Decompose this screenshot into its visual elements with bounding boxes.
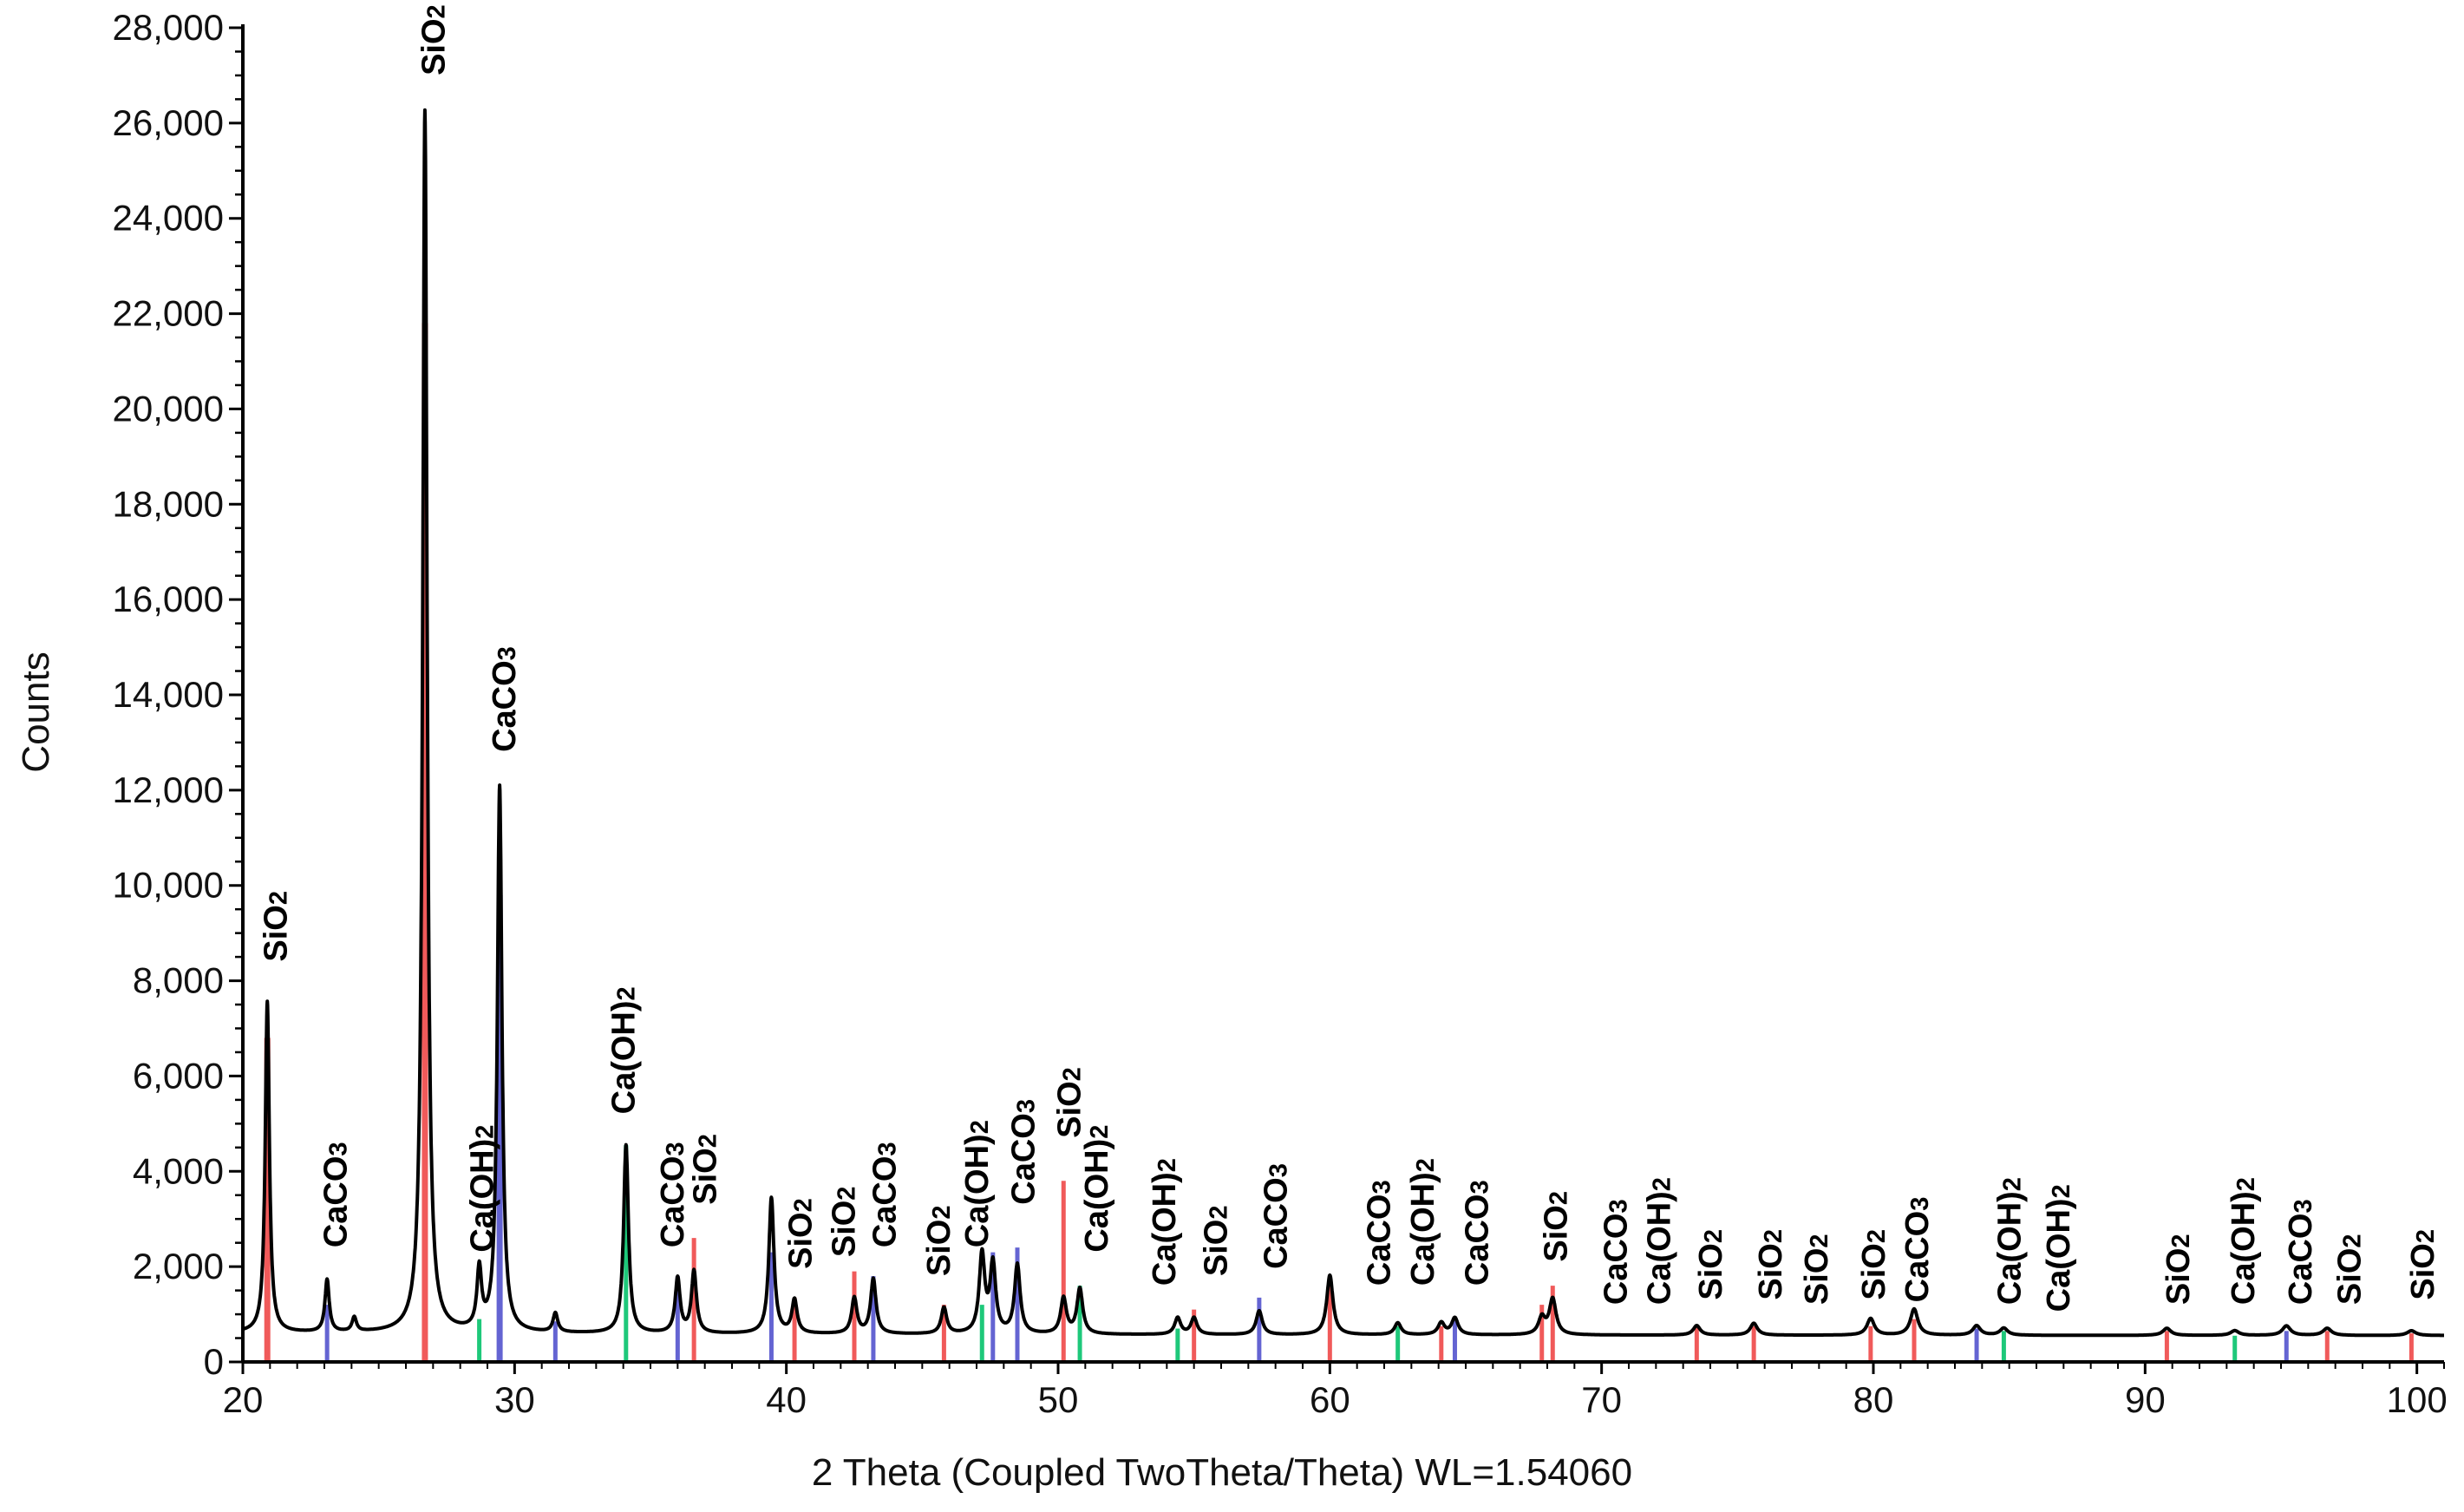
phase-label: CaCO3	[1460, 1180, 1496, 1286]
phase-label: SiO2	[1199, 1206, 1235, 1277]
y-tick-label: 0	[204, 1341, 224, 1382]
phase-label: SiO2	[1856, 1229, 1892, 1300]
phase-label: CaCO3	[1899, 1197, 1936, 1303]
phase-label: Ca(OH)2	[606, 986, 643, 1114]
phase-label: Ca(OH)2	[2225, 1177, 2262, 1305]
peak-labels: SiO2CaCO3SiO2Ca(OH)2CaCO3Ca(OH)2CaCO3SiO…	[258, 4, 2441, 1312]
x-tick-label: 20	[223, 1379, 264, 1420]
phase-label: SiO2	[1693, 1229, 1729, 1300]
phase-label: CaCO3	[1362, 1180, 1398, 1286]
phase-label: CaCO3	[2283, 1199, 2319, 1305]
phase-label: CaCO3	[655, 1142, 691, 1247]
x-tick-label: 100	[2387, 1379, 2448, 1420]
phase-label: SiO2	[2331, 1234, 2368, 1305]
phase-label: Ca(OH)2	[1405, 1158, 1441, 1286]
phase-label: SiO2	[1753, 1229, 1789, 1300]
y-tick-label: 12,000	[113, 769, 224, 810]
phase-label: Ca(OH)2	[1641, 1177, 1677, 1305]
y-tick-label: 24,000	[113, 198, 224, 239]
phase-label: Ca(OH)2	[1147, 1158, 1183, 1286]
y-tick-label: 6,000	[133, 1055, 224, 1096]
reference-sticks	[264, 323, 2414, 1362]
y-tick-label: 14,000	[113, 674, 224, 715]
phase-label: SiO2	[688, 1134, 724, 1205]
phase-label: Ca(OH)2	[959, 1120, 996, 1247]
y-tick-label: 20,000	[113, 388, 224, 429]
x-tick-label: 90	[2125, 1379, 2166, 1420]
y-tick-label: 2,000	[133, 1246, 224, 1286]
phase-label: CaCO3	[487, 646, 523, 752]
phase-label: Ca(OH)2	[1992, 1177, 2029, 1305]
measured-pattern-line	[241, 108, 2446, 1338]
phase-label: SiO2	[1538, 1191, 1574, 1262]
axes: 0 2,000 4,000 6,000 8,000 10,000 12,000 14,000 1…	[113, 7, 2448, 1420]
phase-label: CaCO3	[318, 1142, 355, 1247]
y-tick-label: 4,000	[133, 1150, 224, 1191]
x-tick-label: 50	[1038, 1379, 1079, 1420]
phase-label: SiO2	[826, 1187, 862, 1258]
y-tick-label: 18,000	[113, 483, 224, 524]
phase-label: Ca(OH)2	[2041, 1184, 2077, 1312]
phase-label: SiO2	[2405, 1229, 2441, 1300]
phase-label: SiO2	[2160, 1234, 2197, 1305]
x-axis-title: 2 Theta (Coupled TwoTheta/Theta) WL=1.54…	[812, 1451, 1632, 1494]
phase-label: CaCO3	[866, 1142, 903, 1247]
phase-label: CaCO3	[1258, 1163, 1295, 1269]
phase-label: SiO2	[415, 4, 452, 75]
phase-label: SiO2	[1799, 1234, 1835, 1305]
phase-label: Ca(OH)2	[1079, 1125, 1115, 1253]
y-tick-label: 16,000	[113, 579, 224, 619]
x-tick-label: 70	[1581, 1379, 1622, 1420]
phase-label: SiO2	[1052, 1067, 1088, 1138]
y-tick-label: 22,000	[113, 293, 224, 334]
y-tick-label: 8,000	[133, 960, 224, 1001]
phase-label: SiO2	[921, 1206, 957, 1277]
y-axis-title: Counts	[15, 651, 57, 772]
phase-label: Ca(OH)2	[465, 1125, 501, 1253]
phase-label: SiO2	[782, 1198, 819, 1269]
x-tick-label: 40	[766, 1379, 807, 1420]
x-tick-label: 80	[1853, 1379, 1894, 1420]
y-tick-label: 10,000	[113, 865, 224, 906]
x-tick-label: 30	[494, 1379, 535, 1420]
y-tick-label: 28,000	[113, 7, 224, 48]
phase-label: SiO2	[258, 891, 295, 962]
phase-label: CaCO3	[1005, 1099, 1042, 1205]
x-tick-label: 60	[1310, 1379, 1350, 1420]
phase-label: CaCO3	[1598, 1199, 1634, 1305]
y-tick-label: 26,000	[113, 102, 224, 143]
